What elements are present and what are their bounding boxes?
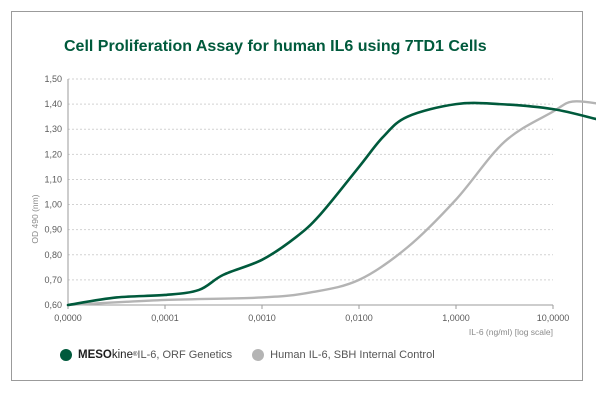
legend-label-mesokine: IL-6, ORF Genetics — [137, 349, 233, 361]
legend-item-mesokine: MESO kine ® IL-6, ORF Genetics — [60, 349, 232, 361]
series-line-sbh — [66, 100, 596, 307]
y-tick-label: 1,50 — [44, 74, 62, 84]
legend-brand-light: kine — [111, 349, 133, 361]
y-tick-label: 1,20 — [44, 149, 62, 159]
legend-label-sbh: Human IL-6, SBH Internal Control — [270, 349, 435, 361]
x-tick-label: 0,0000 — [54, 313, 82, 323]
series-line-mesokine — [66, 101, 596, 307]
x-tick-label: 0,0100 — [345, 313, 373, 323]
y-tick-label: 0,60 — [44, 300, 62, 310]
chart-title: Cell Proliferation Assay for human IL6 u… — [64, 38, 487, 55]
legend-swatch-mesokine — [60, 349, 72, 361]
y-tick-label: 0,70 — [44, 275, 62, 285]
x-tick-label: 1,0000 — [442, 313, 470, 323]
legend-brand-reg: ® — [132, 352, 138, 358]
y-tick-label: 0,80 — [44, 250, 62, 260]
x-tick-label: 10,0000 — [537, 313, 570, 323]
y-axis-title: OD 490 (nm) — [30, 194, 40, 243]
x-tick-label: 0,0001 — [151, 313, 179, 323]
y-tick-label: 0,90 — [44, 225, 62, 235]
legend: MESO kine ® IL-6, ORF Genetics Human IL-6,… — [60, 347, 455, 363]
chart-frame — [11, 11, 583, 381]
y-tick-label: 1,40 — [44, 99, 62, 109]
x-tick-label: 0,0010 — [248, 313, 276, 323]
x-axis-title: IL-6 (ng/ml) [log scale] — [469, 327, 553, 337]
y-tick-label: 1,00 — [44, 200, 62, 210]
legend-brand-bold: MESO — [78, 349, 112, 361]
y-tick-label: 1,30 — [44, 124, 62, 134]
y-tick-label: 1,10 — [44, 174, 62, 184]
legend-swatch-sbh — [252, 349, 265, 361]
legend-item-sbh: Human IL-6, SBH Internal Control — [252, 349, 435, 361]
